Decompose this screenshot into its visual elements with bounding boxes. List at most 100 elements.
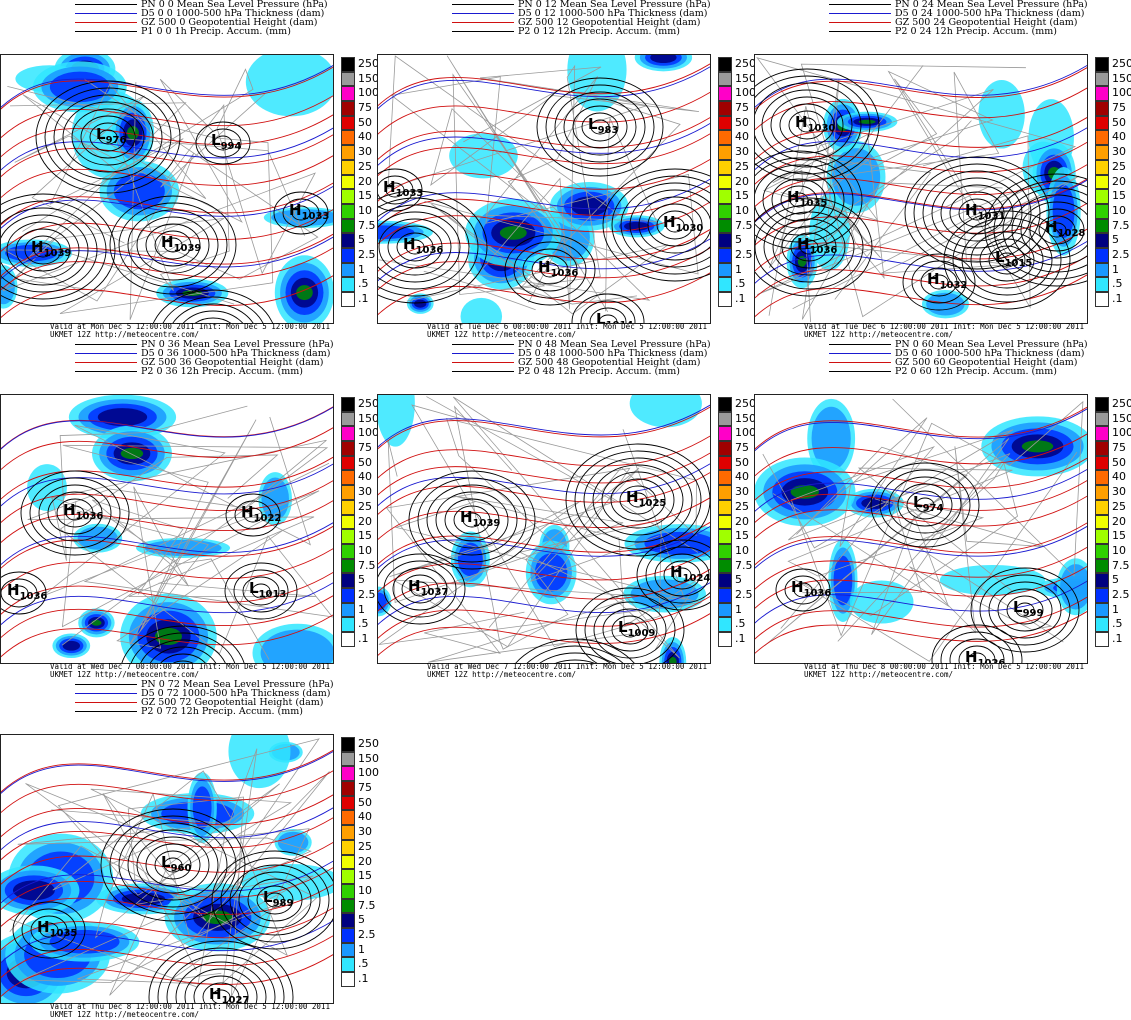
isobar [970,231,1044,289]
pressure-center-letter: H [795,113,808,131]
forecast-panel: PN 0 24 Mean Sea Level Pressure (hPa) D5 … [754,0,1131,340]
colorbar-level-label: 40 [358,810,372,824]
colorbar-labels: 250 150 100 75 50 40 30 25 20 15 10 7.5 5 2.5 1.5.1 [1112,57,1131,307]
colorbar-swatch [718,174,732,190]
height-contour [755,457,1087,501]
colorbar-swatch [341,781,355,796]
colorbar-level-label: 2.5 [1112,247,1130,261]
colorbar-swatch [718,426,732,442]
isobar [581,112,619,142]
colorbar-swatch [1095,262,1109,278]
legend-line-swatch [75,362,137,363]
pressure-center-value: 989 [272,898,294,909]
thickness-contour [1,807,333,851]
height-contour [1,770,333,814]
precip-area [1,269,15,305]
thickness-contour [1,463,333,507]
colorbar-swatch [718,203,732,219]
colorbar-level-label: 20 [1112,174,1126,188]
isobar [234,500,272,530]
precip-area [858,119,876,124]
pressure-center-value: 1037 [420,587,449,598]
isobar [611,615,649,645]
isobar [405,239,425,255]
pressure-center-letter: H [626,488,639,506]
legend-line-swatch [452,362,514,363]
pressure-center-letter: H [63,501,76,519]
isobar [904,156,1050,270]
isobar [755,204,864,290]
valid-time-text: Valid at Mon Dec 5 12:00:00 2011 Init: M… [50,322,330,331]
legend-entry: PN 0 60 Mean Sea Level Pressure (hPa) [829,340,1088,349]
colorbar-swatch [341,810,355,826]
isobar [56,498,94,528]
precip-area [414,299,427,308]
pressure-center-letter: H [670,563,683,581]
colorbar-swatch [1095,233,1109,248]
isobar [775,568,831,612]
colorbar-swatch [1095,587,1109,603]
map-field-layer [378,55,710,323]
isobar [563,98,637,156]
pressure-center-value: 1039 [472,518,501,529]
thickness-contour [1,127,333,171]
pressure-center-letter: L [1013,598,1023,616]
colorbar-level-label: 30 [358,145,372,159]
isobar [396,232,434,262]
isobar [21,908,77,952]
isobar [98,129,118,145]
isobar [233,569,289,613]
colorbar-swatch [341,189,355,204]
isobar [781,225,837,269]
height-contour [755,596,1087,640]
precip-area [669,656,677,663]
height-contour [755,433,1087,477]
isobar [136,836,210,894]
height-contour [755,495,1087,539]
height-contour [1,817,333,861]
colorbar-level-label: 75 [358,101,372,115]
isobar [997,588,1053,632]
weather-map: L976L994H1033H1039H1039L1011 [0,54,334,324]
isobar [80,115,136,159]
colorbar-swatch [1095,632,1109,647]
pressure-center-value: 960 [170,863,192,874]
legend-label: GZ 500 0 Geopotential Height (dam) [141,17,318,28]
isobar [44,87,172,187]
height-contour [378,435,710,479]
height-contour [1,233,333,277]
height-contour [755,202,1087,246]
colorbar-level-label: 15 [735,189,749,203]
colorbar-level-label: 7.5 [735,558,753,572]
colorbar-swatch [341,203,355,219]
colorbar-level-label: 250 [735,57,756,70]
colorbar-swatch [341,573,355,588]
colorbar-swatch [341,795,355,811]
colorbar-swatch [341,233,355,248]
isobar [902,253,976,311]
precip-area [630,579,699,609]
isobar [378,190,488,304]
colorbar-level-label: 5 [1112,573,1119,587]
colorbar-level-label: 40 [735,470,749,484]
high-pressure-center: H1036 [7,581,47,602]
pressure-center-letter: L [618,618,628,636]
isobar [513,241,587,299]
high-pressure-center: H1036 [63,501,103,522]
colorbar-swatch [1095,441,1109,456]
valid-time-text: Valid at Wed Dec 7 00:00:00 2011 Init: M… [50,662,330,671]
isobar [571,293,645,323]
isobar [127,829,219,901]
isobar [9,585,29,601]
colorbar-swatch [1095,218,1109,234]
colorbar-level-label: 75 [358,441,372,455]
isobar [1,214,89,286]
isobar [645,546,710,604]
thickness-contour [378,178,710,222]
legend-line-swatch [829,344,891,345]
colorbar-level-label: .5 [1112,277,1123,291]
colorbar-level-label: 7.5 [358,558,376,572]
pressure-center-value: 1015 [1004,258,1033,269]
thickness-contour [378,463,710,507]
colorbar-level-label: 50 [735,455,749,469]
